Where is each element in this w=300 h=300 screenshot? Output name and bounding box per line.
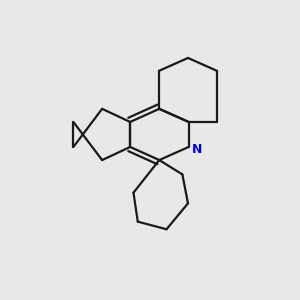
Text: N: N xyxy=(192,143,202,156)
